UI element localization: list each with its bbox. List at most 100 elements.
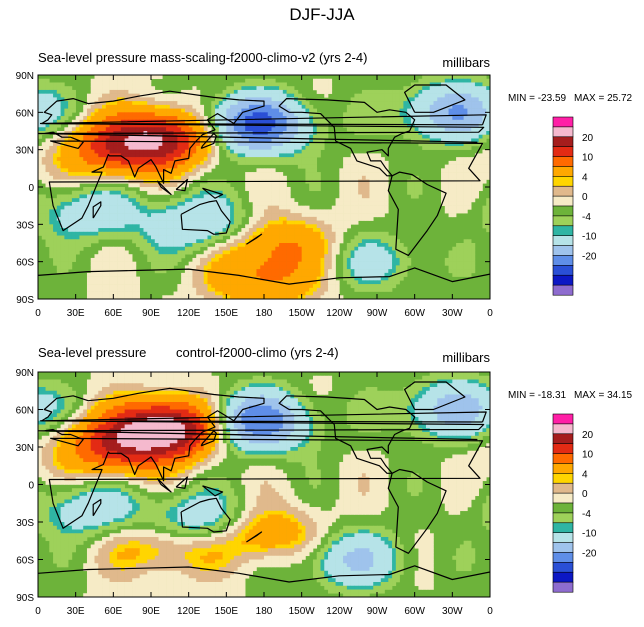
field-cell [471,119,476,124]
field-cell [264,272,269,277]
field-cell [369,231,374,236]
field-cell [467,138,472,143]
field-cell [158,164,163,169]
field-cell [135,224,140,229]
field-cell [279,224,284,229]
field-cell [233,205,238,210]
field-cell [452,142,457,147]
field-cell [365,164,370,169]
field-cell [102,201,107,206]
field-cell [49,119,54,124]
field-cell [486,201,490,206]
field-cell [177,149,182,154]
field-cell [282,97,287,102]
field-cell [245,93,250,98]
field-cell [380,194,385,199]
field-cell [339,213,344,218]
field-cell [418,123,423,128]
field-cell [271,183,276,188]
field-cell [279,127,284,132]
field-cell [75,164,80,169]
field-cell [162,243,167,248]
field-cell [264,198,269,203]
field-cell [425,93,431,98]
field-cell [297,160,302,165]
field-cell [38,116,43,121]
field-cell [49,175,54,180]
field-cell [94,261,99,266]
field-cell [184,104,189,109]
field-cell [358,213,363,218]
field-cell [365,239,370,244]
panel-1-map [38,75,490,299]
field-cell [117,142,122,147]
field-cell [53,160,58,165]
field-cell [380,119,385,124]
field-cell [252,272,257,277]
field-cell [301,138,306,143]
field-cell [361,104,366,109]
field-cell [203,209,208,214]
field-cell [132,160,137,165]
field-cell [365,257,370,262]
field-cell [151,112,156,117]
field-cell [196,220,201,225]
field-cell [45,235,50,240]
field-cell [158,239,163,244]
field-cell [452,272,457,277]
field-cell [301,213,306,218]
field-cell [162,160,167,165]
field-cell [154,112,159,117]
field-cell [139,116,144,121]
field-cell [365,168,370,173]
field-cell [361,183,366,188]
field-cell [248,216,253,221]
field-cell [102,220,107,225]
field-cell [354,164,359,169]
field-cell [154,216,159,221]
field-cell [441,86,446,91]
field-cell [53,157,58,162]
field-cell [41,164,46,169]
field-cell [241,157,246,162]
field-cell [109,138,114,143]
field-cell [346,157,351,162]
field-cell [377,272,382,277]
field-cell [83,220,88,225]
field-cell [41,97,46,102]
field-cell [90,272,95,277]
field-cell [113,157,118,162]
field-cell [343,183,348,188]
field-cell [437,138,442,143]
field-cell [71,235,76,240]
field-cell [38,172,43,177]
field-cell [143,172,148,177]
field-cell [471,250,476,255]
field-cell [143,101,148,106]
field-cell [441,145,446,150]
field-cell [132,190,137,195]
field-cell [324,246,329,251]
field-cell [79,127,84,132]
field-cell [290,101,295,106]
field-cell [388,123,393,128]
field-cell [233,209,238,214]
field-cell [166,104,171,109]
field-cell [173,160,178,165]
field-cell [467,108,472,113]
field-cell [143,224,148,229]
field-cell [245,187,250,192]
field-cell [248,183,253,188]
field-cell [109,254,114,259]
field-cell [358,93,363,98]
field-cell [410,82,415,87]
field-cell [60,269,65,274]
field-cell [60,201,65,206]
field-cell [467,205,472,210]
field-cell [354,276,359,281]
field-cell [113,276,118,281]
field-cell [309,134,314,139]
field-cell [139,243,144,248]
field-cell [361,89,366,94]
field-cell [271,157,276,162]
